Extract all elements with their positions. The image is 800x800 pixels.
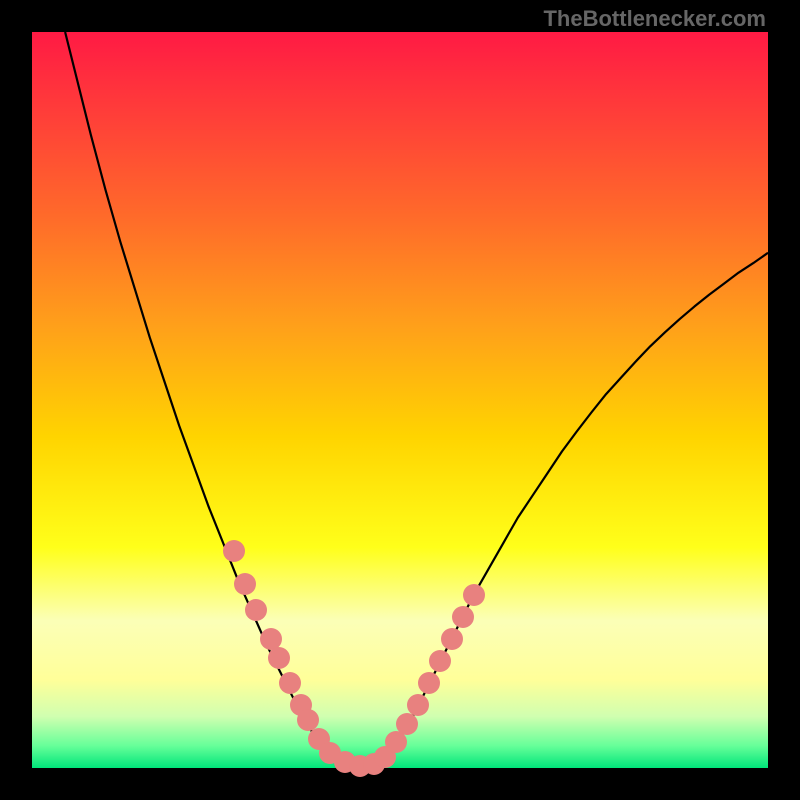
data-marker <box>268 647 290 669</box>
data-marker <box>407 694 429 716</box>
data-marker <box>279 672 301 694</box>
data-marker <box>441 628 463 650</box>
data-marker <box>452 606 474 628</box>
plot-area <box>32 32 768 768</box>
data-marker <box>245 599 267 621</box>
data-marker <box>463 584 485 606</box>
data-marker <box>418 672 440 694</box>
watermark-text: TheBottlenecker.com <box>543 6 766 32</box>
gradient-background <box>32 32 768 768</box>
data-marker <box>223 540 245 562</box>
data-marker <box>429 650 451 672</box>
data-marker <box>234 573 256 595</box>
